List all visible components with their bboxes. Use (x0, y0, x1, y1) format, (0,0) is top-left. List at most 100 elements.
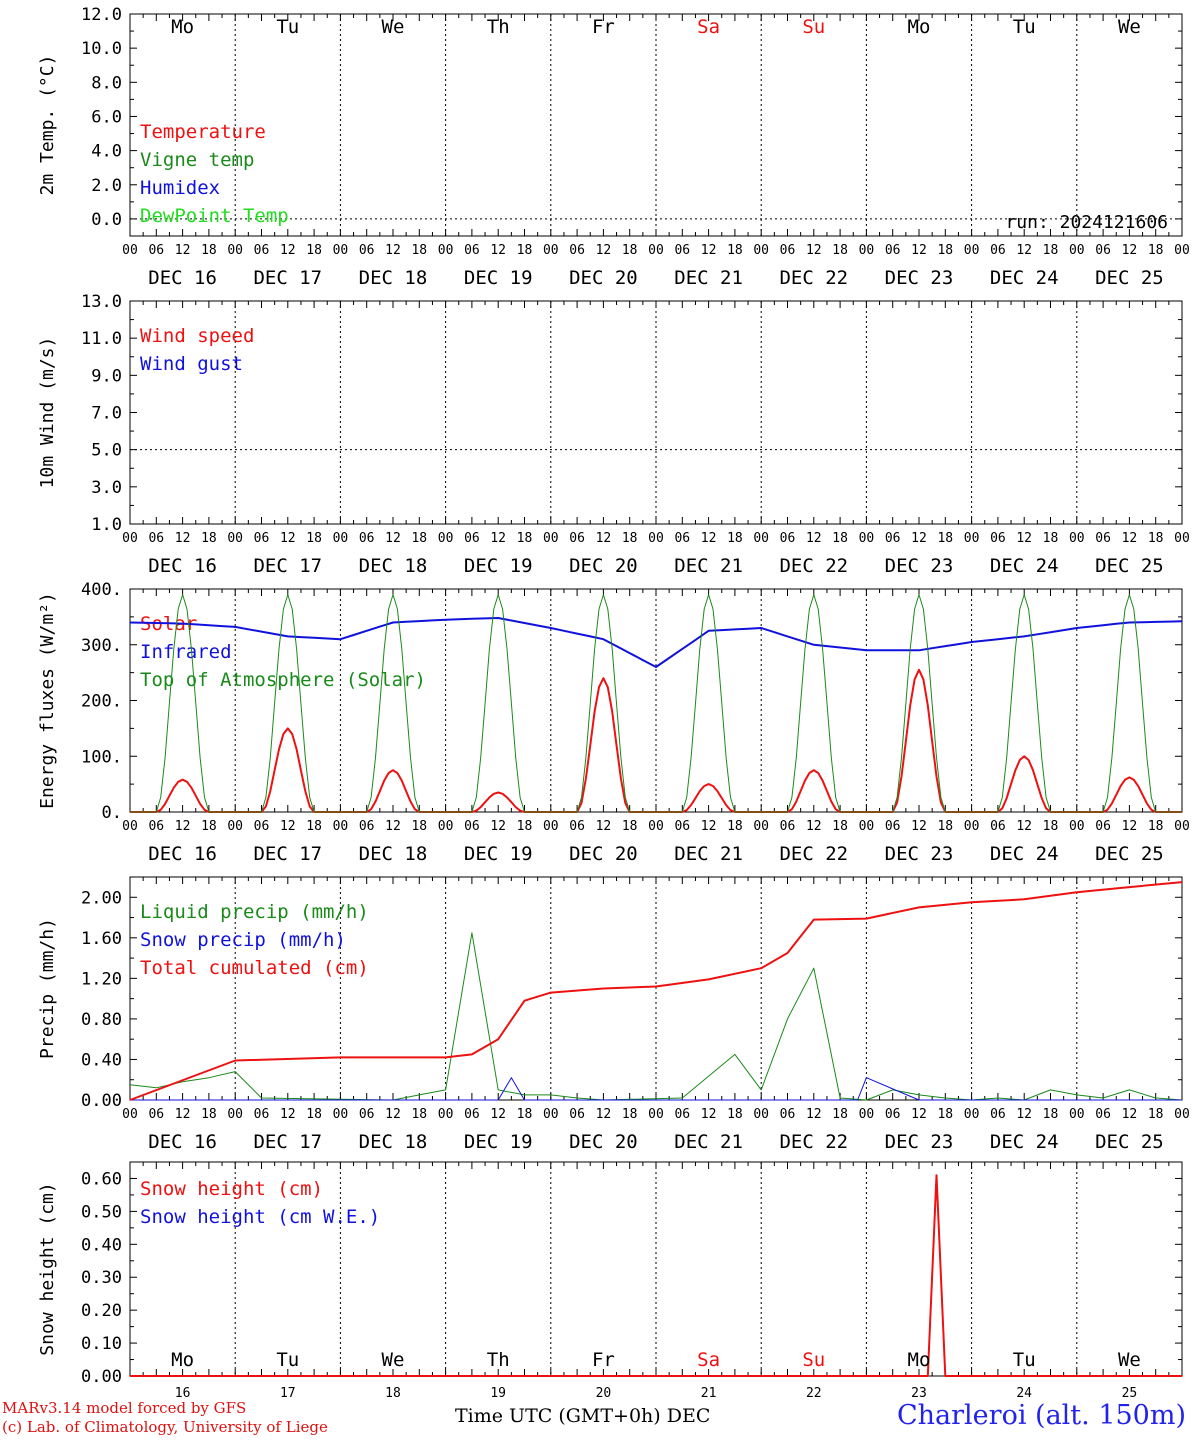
hour-label: 18 (622, 819, 638, 834)
date-label: DEC 24 (990, 267, 1059, 289)
legend-entry: Wind speed (140, 325, 254, 347)
hour-label: 00 (753, 1107, 769, 1122)
hour-label: 12 (1122, 531, 1138, 546)
legend-entry: Total cumulated (cm) (140, 957, 369, 979)
hour-label: 00 (122, 819, 138, 834)
charts-group: 0.0 2.0 4.0 6.0 8.0 10.0 12.0 2m Temp. (°C) Temp… (37, 5, 1190, 1401)
weekday-label: Mo (908, 16, 931, 38)
hour-label: 00 (964, 243, 980, 258)
hour-label: 06 (569, 243, 585, 258)
hour-label: 12 (1016, 1107, 1032, 1122)
model-credit: MARv3.14 model forced by GFS (c) Lab. of… (2, 1399, 328, 1437)
hour-label: 00 (333, 819, 349, 834)
hour-label: 00 (1069, 243, 1085, 258)
hour-label: 06 (1095, 531, 1111, 546)
hour-label: 18 (622, 243, 638, 258)
day-number-label: 22 (806, 1386, 822, 1401)
hour-label: 18 (201, 1107, 217, 1122)
hour-label: 12 (596, 243, 612, 258)
hour-label: 12 (701, 243, 717, 258)
hour-label: 18 (1148, 243, 1164, 258)
hour-label: 00 (859, 1107, 875, 1122)
weekday-label: Mo (171, 1349, 194, 1371)
hour-label: 18 (411, 1107, 427, 1122)
hour-label: 18 (1043, 819, 1059, 834)
y-tick-label: 0.40 (81, 1235, 122, 1255)
hour-label: 00 (227, 243, 243, 258)
date-label: DEC 24 (990, 1131, 1059, 1153)
hour-label: 18 (517, 1107, 533, 1122)
weekday-label: Su (802, 16, 825, 38)
hour-label: 06 (990, 531, 1006, 546)
hour-label: 06 (148, 819, 164, 834)
y-tick-label: 0.0 (91, 210, 122, 230)
hour-label: 00 (648, 531, 664, 546)
y-tick-label: 7.0 (91, 404, 122, 424)
hour-label: 00 (1174, 243, 1190, 258)
date-label: DEC 18 (359, 267, 428, 289)
date-label: DEC 17 (253, 1131, 322, 1153)
hour-label: 12 (701, 819, 717, 834)
hour-label: 12 (1016, 243, 1032, 258)
date-label: DEC 19 (464, 843, 533, 865)
hour-label: 00 (964, 819, 980, 834)
y-tick-label: 13.0 (81, 292, 122, 312)
hour-label: 06 (674, 819, 690, 834)
y-tick-label: 0.80 (81, 1010, 122, 1030)
hour-label: 06 (359, 531, 375, 546)
hour-label: 18 (517, 243, 533, 258)
hour-label: 12 (280, 819, 296, 834)
panel-snow: 0.00 0.10 0.20 0.30 0.40 0.50 0.60 Snow height … (37, 1161, 1183, 1401)
series-line-precip-0 (129, 932, 1183, 1101)
weekday-label: Sa (697, 1349, 720, 1371)
hour-label: 06 (254, 1107, 270, 1122)
hour-label: 12 (701, 531, 717, 546)
date-label: DEC 19 (464, 267, 533, 289)
y-tick-label: 200. (81, 692, 122, 712)
panel-energy: 0.100.200.300.400.Energy fluxes (W/m²) So… (37, 580, 1190, 865)
day-number-label: 21 (701, 1386, 717, 1401)
hour-label: 12 (806, 531, 822, 546)
hour-label: 00 (122, 1107, 138, 1122)
weekday-label: Mo (908, 1349, 931, 1371)
hour-label: 12 (175, 531, 191, 546)
hour-label: 12 (385, 531, 401, 546)
hour-label: 06 (885, 243, 901, 258)
legend-entry: Snow height (cm) (140, 1178, 323, 1200)
hour-label: 00 (648, 819, 664, 834)
hour-label: 18 (832, 531, 848, 546)
hour-label: 12 (806, 1107, 822, 1122)
date-label: DEC 23 (885, 1131, 954, 1153)
legend-entry: Vigne temp (140, 149, 254, 171)
day-number-label: 24 (1016, 1386, 1032, 1401)
hour-label: 18 (411, 819, 427, 834)
hour-label: 12 (911, 819, 927, 834)
hour-label: 18 (727, 819, 743, 834)
weekday-label: We (1118, 16, 1141, 38)
hour-label: 06 (148, 243, 164, 258)
station-name: Charleroi (alt. 150m) (897, 1400, 1186, 1431)
hour-label: 06 (359, 1107, 375, 1122)
hour-label: 18 (832, 819, 848, 834)
legend-entry: Top of Atmosphere (Solar) (140, 669, 426, 691)
date-label: DEC 21 (674, 1131, 743, 1153)
panel-wind: 1.0 3.0 5.0 7.0 9.0 11.0 13.0 10m Wind (m/s) Win… (37, 292, 1190, 577)
weekday-label: Tu (1013, 1349, 1036, 1371)
hour-label: 00 (122, 531, 138, 546)
date-label: DEC 22 (779, 267, 848, 289)
hour-label: 06 (885, 531, 901, 546)
date-label: DEC 20 (569, 555, 638, 577)
date-label: DEC 22 (779, 555, 848, 577)
y-axis-label: 10m Wind (m/s) (37, 337, 58, 489)
series-line-precip-2 (129, 881, 1183, 1101)
date-label: DEC 16 (148, 267, 217, 289)
day-number-label: 16 (175, 1386, 191, 1401)
date-label: DEC 20 (569, 1131, 638, 1153)
hour-label: 00 (753, 819, 769, 834)
hour-label: 18 (937, 243, 953, 258)
y-tick-label: 9.0 (91, 366, 122, 386)
y-axis-label: Snow height (cm) (37, 1182, 58, 1355)
date-label: DEC 19 (464, 555, 533, 577)
hour-label: 18 (306, 1107, 322, 1122)
day-number-label: 19 (490, 1386, 506, 1401)
